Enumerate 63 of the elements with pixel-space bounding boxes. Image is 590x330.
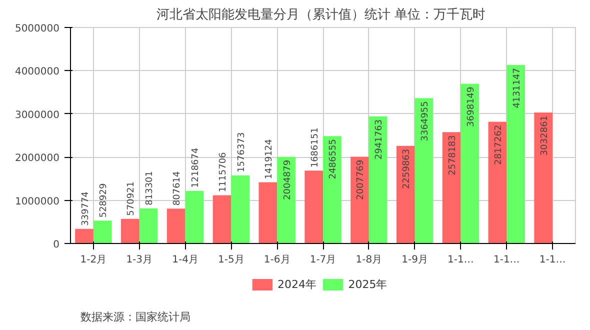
y-tick-label: 1000000 [14, 196, 60, 208]
bar [231, 175, 250, 244]
bar [258, 182, 278, 244]
source-note: 数据来源：国家统计局 [80, 310, 190, 324]
y-tick-label: 3000000 [14, 110, 60, 121]
x-tick-label: 1-2月 [80, 254, 107, 266]
bar [414, 98, 434, 244]
bar [304, 170, 323, 244]
x-tick-label: 1-6月 [264, 254, 290, 266]
x-tick-label: 1-1… [448, 254, 474, 266]
bar [93, 220, 112, 244]
data-label: 2578183 [448, 135, 458, 176]
bar [277, 156, 296, 244]
bar [323, 136, 342, 244]
x-tick-label: 1-1… [539, 254, 566, 266]
legend-label: 2024年 [278, 278, 317, 292]
x-tick-label: 1-1… [493, 254, 520, 266]
data-label: 570921 [126, 181, 137, 216]
bar [121, 218, 140, 244]
chart-title: 河北省太阳能发电量分月（累计值）统计 单位：万千瓦时 [156, 8, 486, 22]
x-tick-label: 1-5月 [218, 254, 244, 266]
y-tick-label: 0 [53, 240, 60, 250]
data-label: 4131147 [512, 68, 522, 108]
data-label: 1115706 [218, 152, 228, 192]
data-label: 813301 [145, 171, 156, 206]
bar [488, 122, 507, 244]
bar [139, 208, 158, 244]
y-tick-label: 4000000 [14, 66, 60, 78]
data-label: 1419124 [264, 138, 274, 180]
y-tick-label: 5000000 [14, 24, 60, 34]
bar [368, 116, 388, 244]
bar [460, 84, 480, 244]
data-label: 339774 [80, 191, 91, 226]
data-label: 2259863 [402, 148, 412, 189]
data-label: 3698149 [466, 86, 476, 127]
bar [442, 132, 461, 244]
x-tick-label: 1-3月 [126, 254, 153, 266]
data-label: 807614 [172, 170, 183, 206]
data-label: 528929 [99, 183, 110, 218]
bar [396, 146, 415, 244]
bar [185, 190, 204, 244]
x-tick-label: 1-9月 [402, 254, 428, 266]
data-label: 2486555 [328, 139, 339, 180]
data-label: 2007769 [356, 159, 366, 200]
x-tick-label: 1-8月 [356, 254, 382, 266]
data-label: 2817262 [494, 124, 504, 165]
data-label: 3364955 [420, 101, 430, 142]
data-label: 1686151 [310, 128, 320, 168]
bar [534, 112, 553, 244]
bar [212, 195, 232, 244]
bar [350, 156, 369, 244]
bar [506, 65, 525, 244]
legend-label: 2025年 [348, 278, 388, 292]
data-label: 2004879 [282, 160, 293, 200]
y-tick-label: 2000000 [14, 153, 60, 164]
data-label: 2941763 [374, 119, 385, 160]
bar [75, 228, 94, 244]
x-tick-label: 1-4月 [172, 254, 198, 266]
data-label: 1576373 [236, 132, 247, 172]
data-label: 3032861 [540, 115, 550, 156]
data-label: 1218674 [190, 147, 201, 188]
bar [166, 208, 186, 244]
x-tick-label: 1-7月 [310, 254, 336, 266]
